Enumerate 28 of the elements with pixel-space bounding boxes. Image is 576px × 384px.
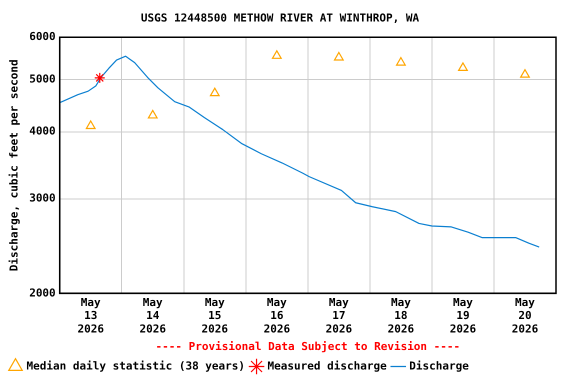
- point: [210, 88, 220, 96]
- point: [86, 120, 96, 130]
- x-tick-label: May 17 2026: [326, 296, 352, 336]
- point: [520, 69, 530, 78]
- x-tick-label: May 20 2026: [512, 296, 539, 336]
- chart-title: USGS 12448500 METHOW RIVER AT WINTHROP, WA: [140, 11, 420, 24]
- point: [396, 57, 406, 66]
- x-tick-label: May 14 2026: [140, 296, 166, 336]
- point: [148, 110, 158, 119]
- x-tick-label: May 16 2026: [264, 296, 290, 336]
- x-tick-label: May 19 2026: [450, 296, 477, 336]
- text: ---- Provisional Data Subject to Revision ----: [156, 340, 460, 353]
- legend-label: Median daily statistic (38 years): [26, 359, 246, 372]
- y-tick-label: 6000: [29, 30, 56, 44]
- y-tick-label: 3000: [29, 192, 56, 205]
- x-tick-label: May 13 2026: [77, 296, 104, 336]
- point: [458, 62, 468, 71]
- point: [94, 72, 106, 84]
- y-axis-title: Discharge, cubic feet per second: [7, 59, 20, 272]
- legend-label: Discharge: [409, 359, 470, 372]
- point: [334, 52, 344, 61]
- x-tick-label: May 15 2026: [202, 296, 228, 336]
- legend-label: Measured discharge: [268, 359, 388, 372]
- y-tick-label: 5000: [29, 72, 56, 86]
- x-tick-label: May 18 2026: [388, 296, 415, 336]
- y-tick-label: 4000: [29, 124, 56, 138]
- y-tick-label: 2000: [29, 286, 56, 300]
- point: [272, 50, 282, 59]
